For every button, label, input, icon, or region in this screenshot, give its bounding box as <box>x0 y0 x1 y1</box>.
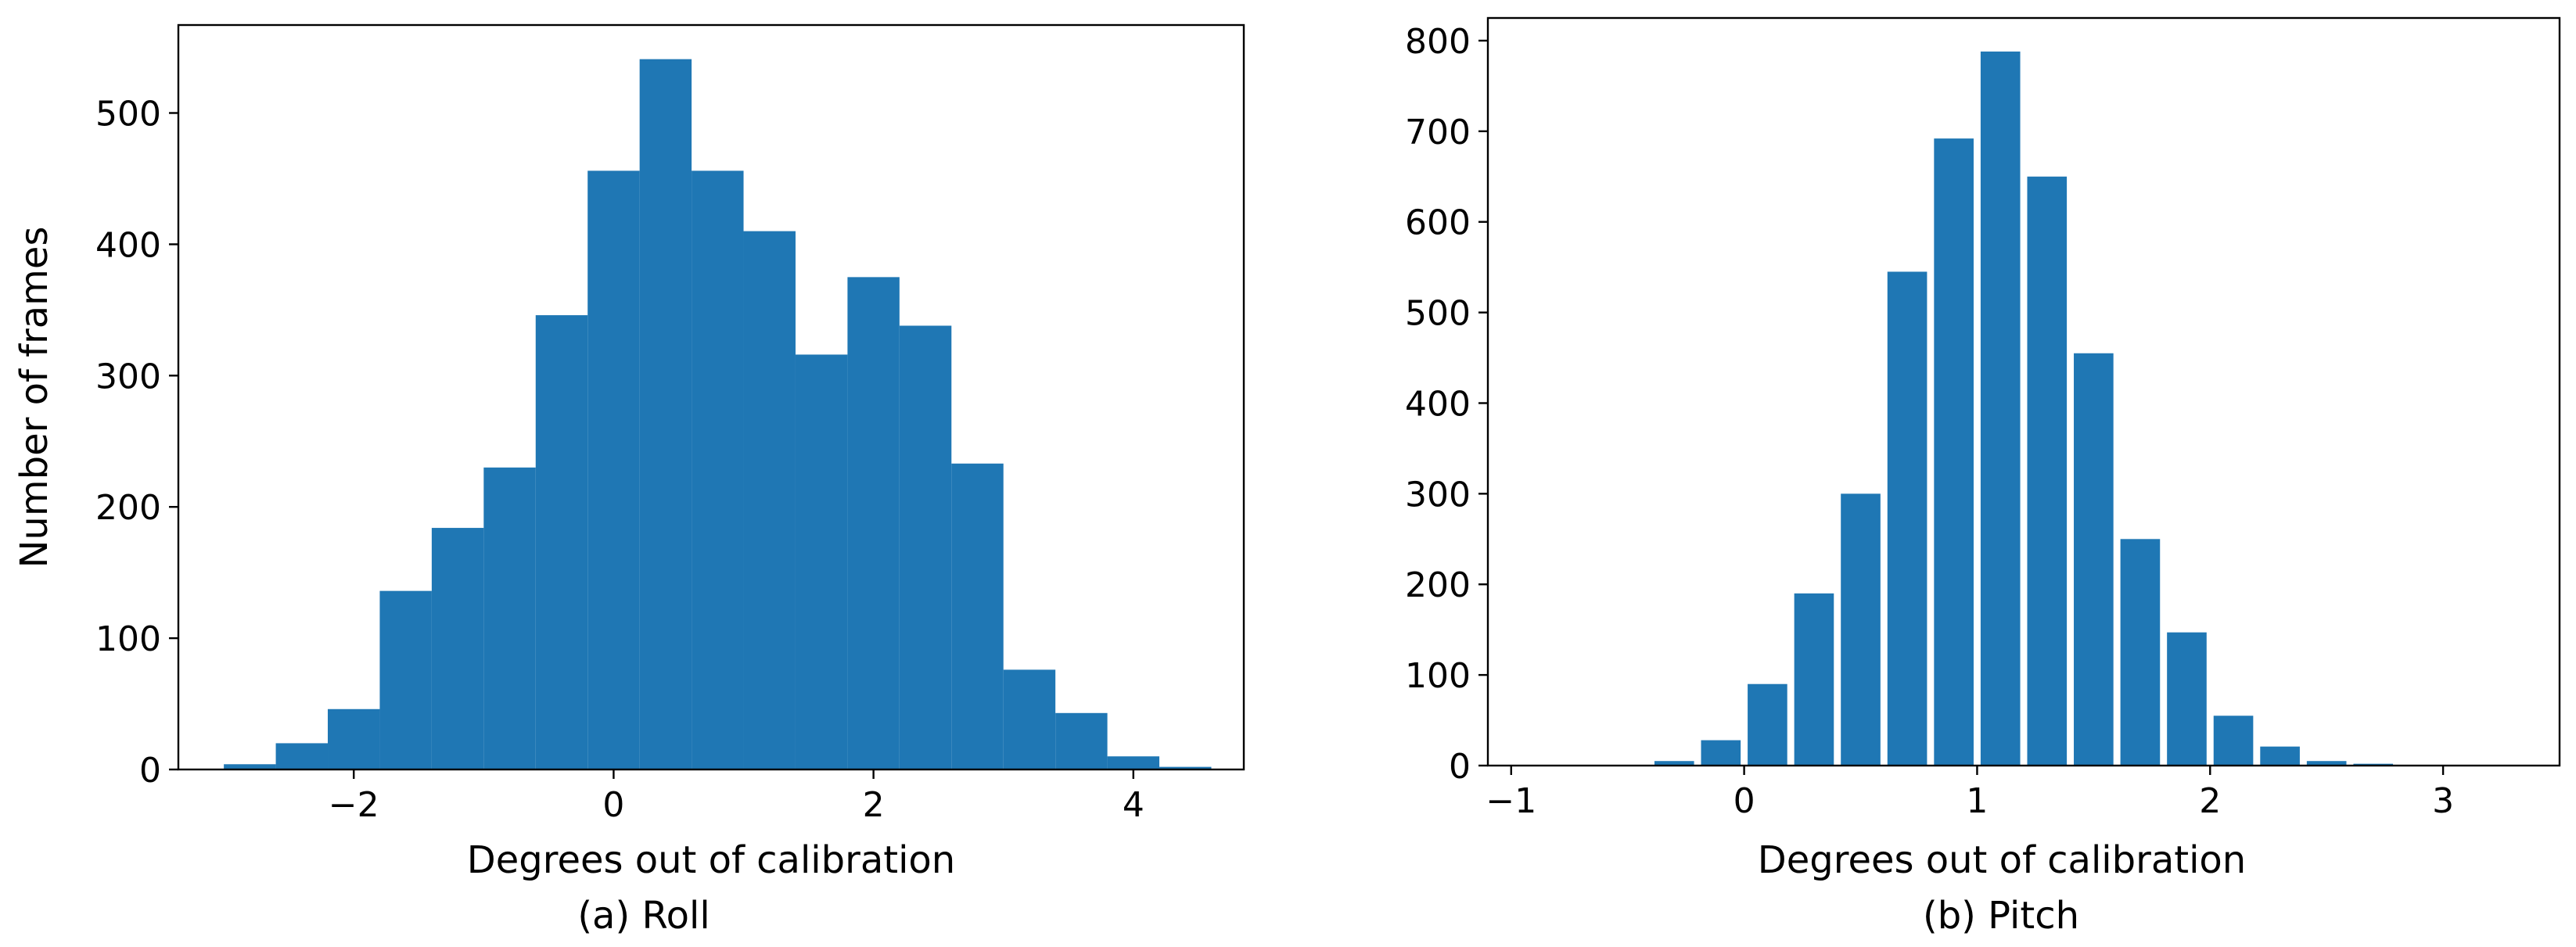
pitch-x-tick-label: −1 <box>1486 781 1536 821</box>
roll-bar <box>587 170 640 769</box>
roll-bar <box>328 708 380 769</box>
pitch-bars <box>1654 51 2394 766</box>
roll-y-axis-label: Number of frames <box>13 227 56 569</box>
roll-x-axis-label: Degrees out of calibration <box>467 838 955 882</box>
roll-bars <box>224 59 1212 770</box>
roll-bar <box>483 467 536 769</box>
pitch-bar <box>2074 353 2114 766</box>
roll-bar <box>1003 669 1056 769</box>
pitch-bar <box>1794 593 1834 766</box>
pitch-bar <box>2306 761 2347 766</box>
roll-caption: (a) Roll <box>577 894 710 938</box>
pitch-bar <box>1654 761 1694 766</box>
pitch-y-tick-label: 800 <box>1405 22 1471 62</box>
pitch-x-tick-label: 2 <box>2199 781 2221 821</box>
roll-bar <box>275 743 329 769</box>
roll-bar <box>224 764 276 769</box>
pitch-bar <box>1841 493 1881 766</box>
pitch-x-ticks: −1 0 1 2 3 <box>1486 766 2454 821</box>
pitch-caption: (b) Pitch <box>1923 894 2079 938</box>
roll-y-tick-label: 200 <box>95 488 161 528</box>
pitch-y-tick-label: 0 <box>1449 747 1471 787</box>
roll-x-tick-label: −2 <box>329 785 379 825</box>
roll-bar <box>899 325 952 769</box>
roll-y-tick-label: 400 <box>95 225 161 265</box>
pitch-bar <box>2167 632 2207 766</box>
pitch-y-tick-label: 700 <box>1405 113 1471 152</box>
pitch-y-ticks: 0 100 200 300 400 500 600 700 800 <box>1405 22 1488 787</box>
roll-bar <box>1055 712 1108 769</box>
roll-x-tick-label: 0 <box>602 785 624 825</box>
roll-x-ticks: −2 0 2 4 <box>329 769 1144 825</box>
pitch-y-tick-label: 200 <box>1405 565 1471 605</box>
roll-y-ticks: 0 100 200 300 400 500 <box>95 94 178 791</box>
pitch-bar <box>2213 716 2254 766</box>
pitch-bar <box>1748 683 1787 766</box>
pitch-bar <box>1980 51 2021 766</box>
roll-bar <box>431 528 484 769</box>
pitch-bar <box>1934 138 1974 766</box>
pitch-bar <box>2260 746 2300 766</box>
roll-y-tick-label: 300 <box>95 357 161 396</box>
roll-y-tick-label: 500 <box>95 94 161 134</box>
pitch-bar <box>1701 740 1741 766</box>
roll-chart: −2 0 2 4 0 100 200 300 400 500 Degrees out of ca… <box>13 23 1245 938</box>
roll-x-tick-label: 4 <box>1123 785 1144 825</box>
pitch-y-tick-label: 600 <box>1405 203 1471 243</box>
roll-bar <box>1107 756 1160 769</box>
roll-bar <box>1159 766 1212 769</box>
pitch-y-tick-label: 100 <box>1405 656 1471 696</box>
roll-y-tick-label: 0 <box>139 751 161 791</box>
pitch-x-tick-label: 3 <box>2432 781 2454 821</box>
roll-bar <box>639 59 692 769</box>
pitch-chart: −1 0 1 2 3 0 100 200 300 400 500 600 700 800 Degrees… <box>1405 16 2561 938</box>
pitch-x-tick-label: 0 <box>1734 781 1755 821</box>
roll-bar <box>743 231 796 770</box>
pitch-plot-frame <box>1486 16 2561 767</box>
roll-bar <box>692 170 744 769</box>
pitch-bar <box>2027 176 2068 766</box>
pitch-x-tick-label: 1 <box>1966 781 1988 821</box>
roll-bar <box>951 463 1004 769</box>
roll-bar <box>847 277 900 769</box>
pitch-y-tick-label: 300 <box>1405 475 1471 515</box>
roll-bar <box>379 590 432 769</box>
roll-y-tick-label: 100 <box>95 619 161 659</box>
roll-bar <box>535 315 588 769</box>
pitch-y-tick-label: 400 <box>1405 384 1471 424</box>
pitch-x-axis-label: Degrees out of calibration <box>1758 838 2246 882</box>
roll-plot-frame <box>177 23 1245 771</box>
pitch-bar <box>2120 539 2161 766</box>
roll-x-tick-label: 2 <box>863 785 885 825</box>
pitch-bar <box>1887 271 1928 766</box>
pitch-y-tick-label: 500 <box>1405 294 1471 334</box>
roll-bar <box>795 354 848 769</box>
